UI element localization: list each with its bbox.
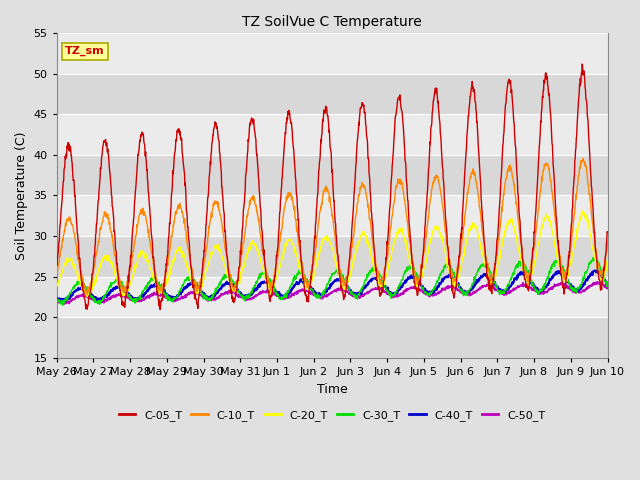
Bar: [57, 236, 607, 277]
Bar: [57, 317, 607, 358]
Bar: [57, 114, 607, 155]
Bar: [57, 33, 607, 73]
Bar: [57, 73, 607, 114]
X-axis label: Time: Time: [317, 383, 348, 396]
Bar: [57, 195, 607, 236]
Legend: C-05_T, C-10_T, C-20_T, C-30_T, C-40_T, C-50_T: C-05_T, C-10_T, C-20_T, C-30_T, C-40_T, …: [115, 406, 550, 426]
Text: TZ_sm: TZ_sm: [65, 46, 104, 56]
Bar: [57, 277, 607, 317]
Title: TZ SoilVue C Temperature: TZ SoilVue C Temperature: [242, 15, 422, 29]
Y-axis label: Soil Temperature (C): Soil Temperature (C): [15, 131, 28, 260]
Bar: [57, 155, 607, 195]
